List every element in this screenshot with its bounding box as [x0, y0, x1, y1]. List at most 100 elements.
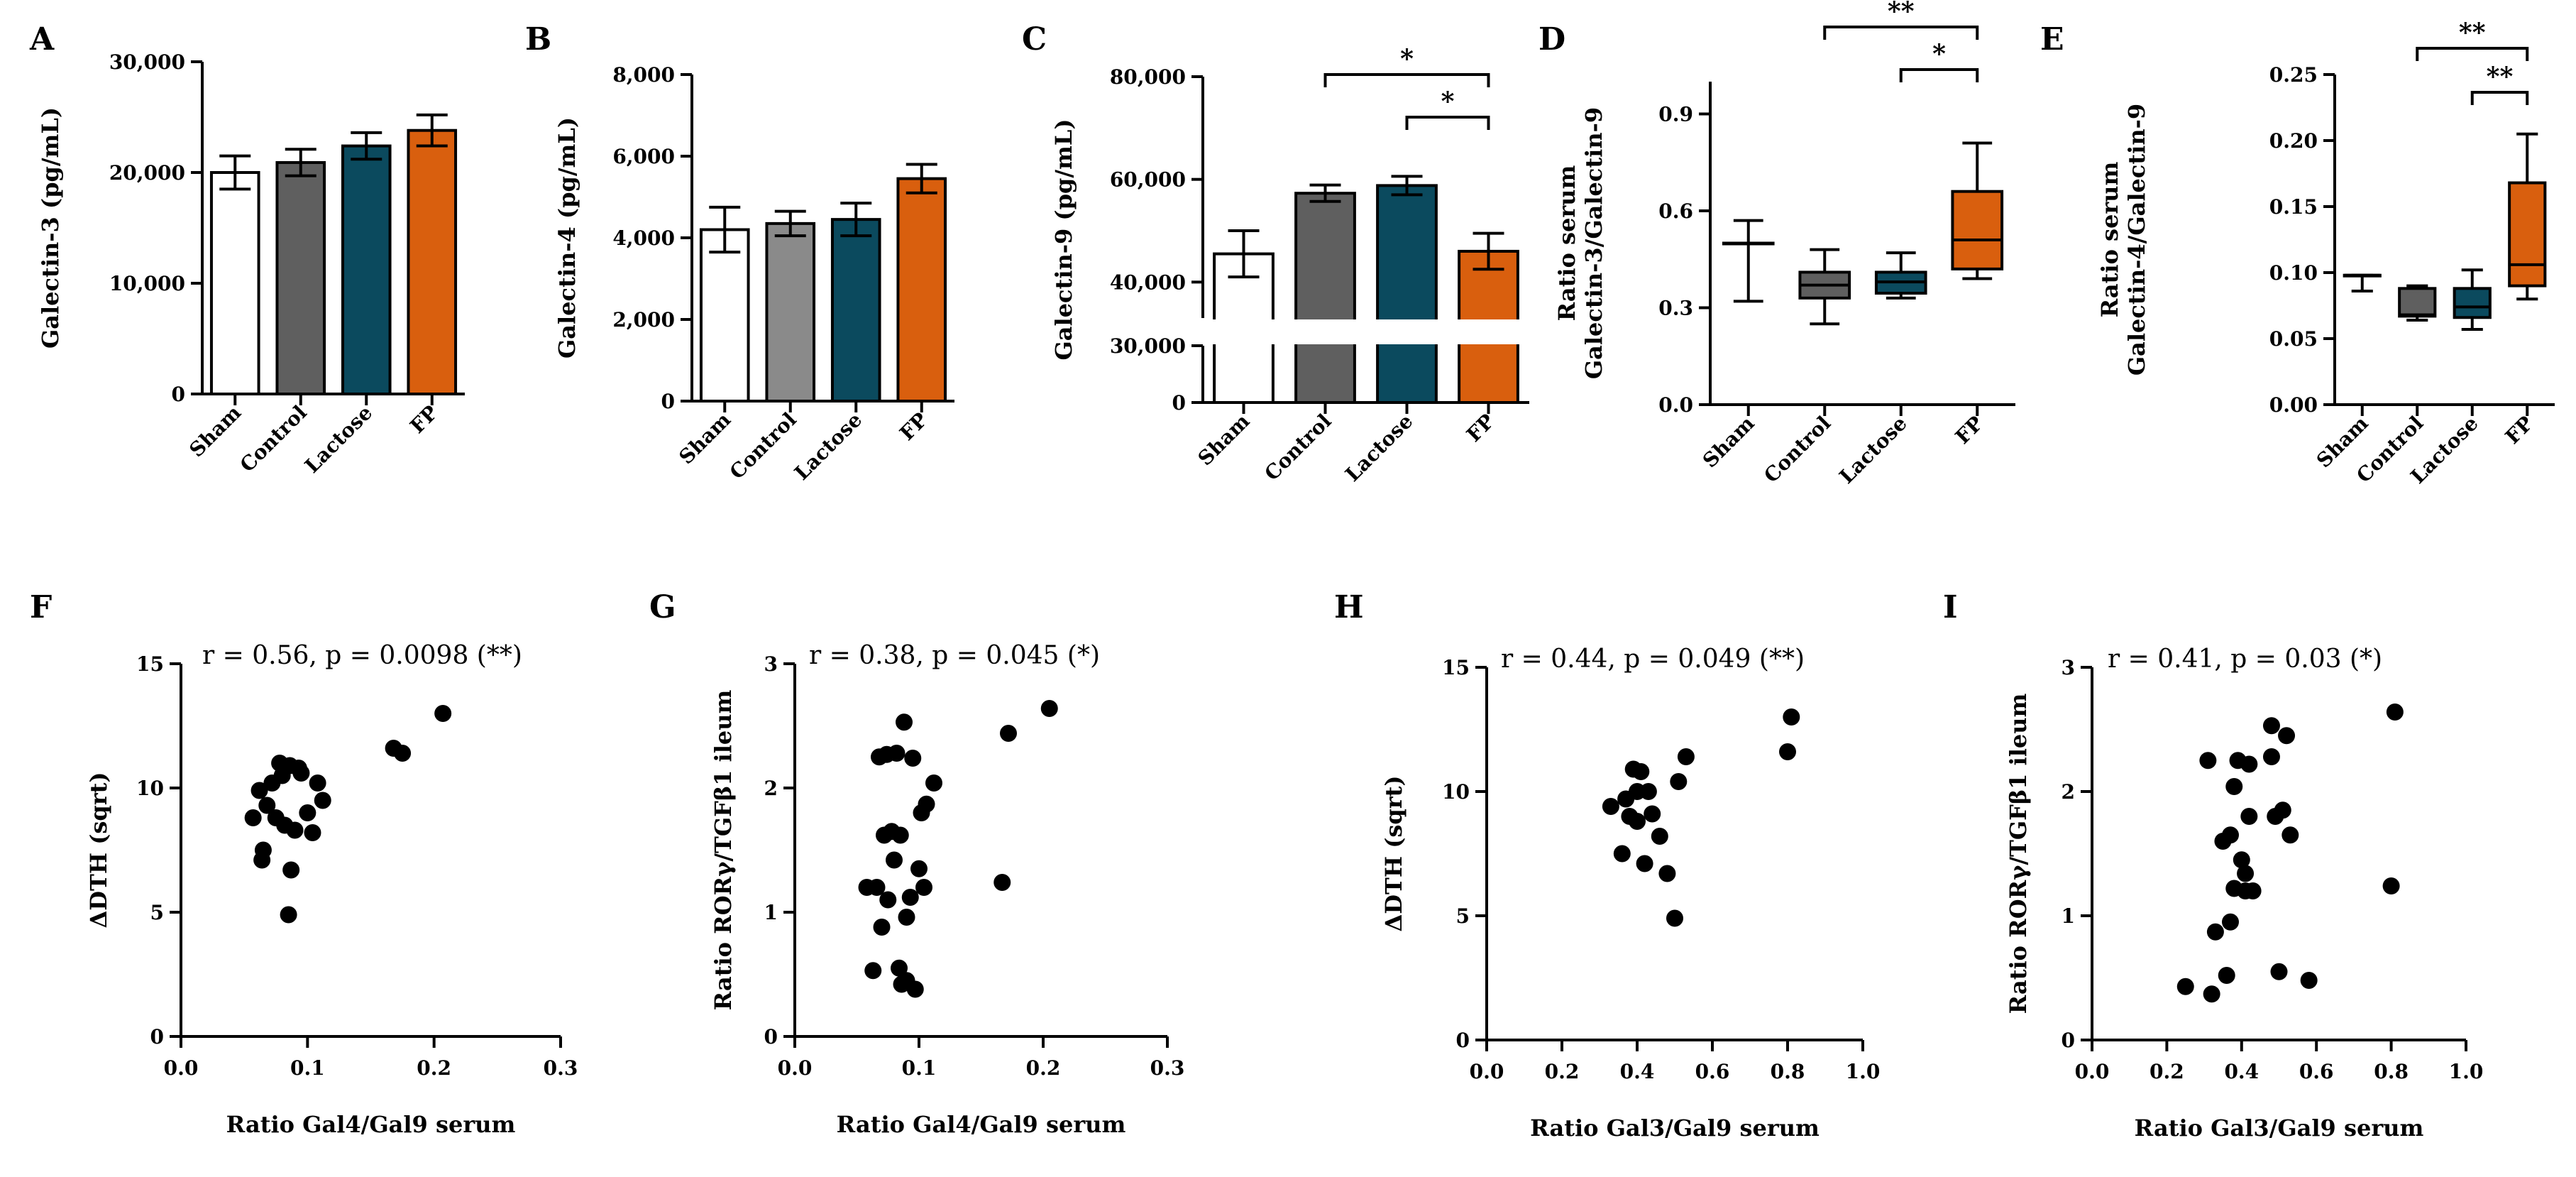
data-point	[1666, 909, 1683, 927]
x-category-label: Lactose	[1834, 412, 1911, 488]
y-tick-label: 0.05	[2269, 327, 2318, 351]
x-category-label: Lactose	[790, 408, 866, 485]
data-point	[292, 765, 310, 782]
data-point	[886, 851, 903, 869]
data-point	[2221, 826, 2239, 844]
y-tick-label: 5	[150, 901, 164, 924]
y-tick-label: 30,000	[1110, 334, 1186, 358]
y-tick-label: 15	[136, 652, 164, 676]
data-point	[2199, 752, 2217, 770]
data-point	[1040, 700, 1058, 717]
data-point	[915, 879, 932, 896]
data-point	[251, 782, 268, 799]
y-axis-title: ΔDTH (sqrt)	[1380, 775, 1407, 931]
y-tick-label: 60,000	[1110, 168, 1186, 192]
y-tick-label: 80,000	[1110, 65, 1186, 89]
data-point	[1632, 763, 1650, 780]
data-point	[2218, 967, 2235, 984]
data-point	[2270, 963, 2288, 980]
x-tick-label: 0.3	[1150, 1056, 1185, 1080]
y-tick-label: 10,000	[109, 272, 185, 295]
x-category-label: Sham	[1194, 410, 1255, 471]
x-tick-label: 0.0	[2075, 1060, 2110, 1083]
panel-b: B 0 2,000 4,000 6,000 8,000 Galectin-4 (pg/mL)…	[525, 21, 954, 485]
data-point	[901, 889, 919, 906]
data-point	[282, 861, 300, 879]
y-tick-label: 5	[1456, 904, 1470, 928]
data-point	[2300, 972, 2318, 989]
data-point	[258, 796, 276, 814]
data-point	[1613, 845, 1631, 863]
x-category-label: FP	[1462, 410, 1499, 447]
x-tick-label: 1.0	[2449, 1060, 2484, 1083]
x-category-label: Sham	[674, 408, 735, 469]
significance-label: **	[2459, 18, 2486, 48]
data-point	[2274, 801, 2291, 819]
significance-bracket	[1405, 116, 1490, 130]
data-point	[2240, 808, 2258, 825]
x-tick-label: 0.4	[2224, 1060, 2259, 1083]
panel-h: H 0 5 10 15 ΔDTH (sqrt) 0.0 0.2 0.4 0.6 0.8 1.0 Rati…	[1334, 589, 1880, 1142]
data-point	[891, 826, 909, 844]
data-point	[299, 804, 317, 821]
y-axis-title: Ratio RORγ/TGFβ1 ileum	[710, 690, 737, 1011]
x-axis-title: Ratio Gal3/Gal9 serum	[2135, 1115, 2424, 1142]
axis-break-gap	[1189, 319, 1536, 344]
x-category-label: Control	[1260, 410, 1336, 486]
data-point	[2244, 882, 2262, 899]
data-point	[888, 745, 906, 762]
data-point	[2382, 877, 2400, 894]
data-point	[868, 879, 886, 896]
x-tick-label: 0.2	[417, 1056, 451, 1080]
data-point	[896, 713, 913, 731]
box-control	[2398, 287, 2437, 318]
y-tick-label: 0.20	[2269, 129, 2318, 153]
y-tick-label: 0.10	[2269, 261, 2318, 285]
panel-letter: F	[30, 589, 52, 625]
panel-letter: H	[1334, 589, 1364, 625]
y-tick-label: 0	[764, 1025, 778, 1049]
x-category-label: FP	[895, 408, 932, 445]
data-point	[2203, 985, 2220, 1003]
correlation-annotation: r = 0.56, p = 0.0098 (**)	[202, 641, 522, 670]
data-point	[2386, 704, 2404, 721]
panel-letter: C	[1022, 21, 1047, 58]
data-point	[904, 750, 922, 767]
x-category-label: Sham	[1698, 412, 1759, 473]
panel-letter: D	[1539, 21, 1565, 58]
panel-letter: B	[525, 21, 551, 58]
y-tick-label: 1	[764, 901, 778, 924]
data-point	[2237, 865, 2255, 882]
bar-sham	[699, 228, 750, 403]
data-point	[394, 745, 412, 762]
data-point	[2225, 778, 2243, 795]
data-point	[2206, 923, 2224, 941]
data-point	[1783, 708, 1800, 726]
y-tick-label: 0	[172, 383, 185, 406]
data-point	[1779, 743, 1796, 760]
data-point	[910, 860, 928, 877]
data-point	[1644, 805, 1661, 823]
x-tick-label: 0.0	[164, 1056, 199, 1080]
y-tick-label: 0.9	[1658, 103, 1693, 126]
significance-label: *	[1932, 39, 1946, 69]
panel-f: F 0 5 10 15 ΔDTH (sqrt) 0.0 0.1 0.2 0.3 Ratio Gal4…	[30, 589, 578, 1138]
correlation-annotation: r = 0.38, p = 0.045 (*)	[809, 641, 1100, 670]
x-category-label: Lactose	[300, 401, 377, 478]
y-tick-label: 2	[2062, 780, 2075, 804]
y-axis-title: Galectin-4 (pg/mL)	[554, 117, 580, 358]
bar-lactose	[1376, 184, 1438, 404]
data-point	[1636, 855, 1653, 872]
box-lactose	[2453, 287, 2492, 319]
bar-control	[765, 221, 816, 403]
x-category-label: FP	[405, 401, 442, 438]
correlation-annotation: r = 0.41, p = 0.03 (*)	[2108, 645, 2382, 674]
box-fp	[1951, 190, 2004, 270]
x-tick-label: 0.0	[1470, 1060, 1504, 1083]
data-point	[1000, 725, 1017, 742]
data-point	[1639, 783, 1657, 800]
bar-lactose	[341, 144, 392, 395]
x-tick-label: 0.1	[902, 1056, 937, 1080]
x-tick-label: 0.4	[1620, 1060, 1655, 1083]
y-axis-title: Ratio serumGalectin-4/Galectin-9	[2096, 104, 2150, 376]
